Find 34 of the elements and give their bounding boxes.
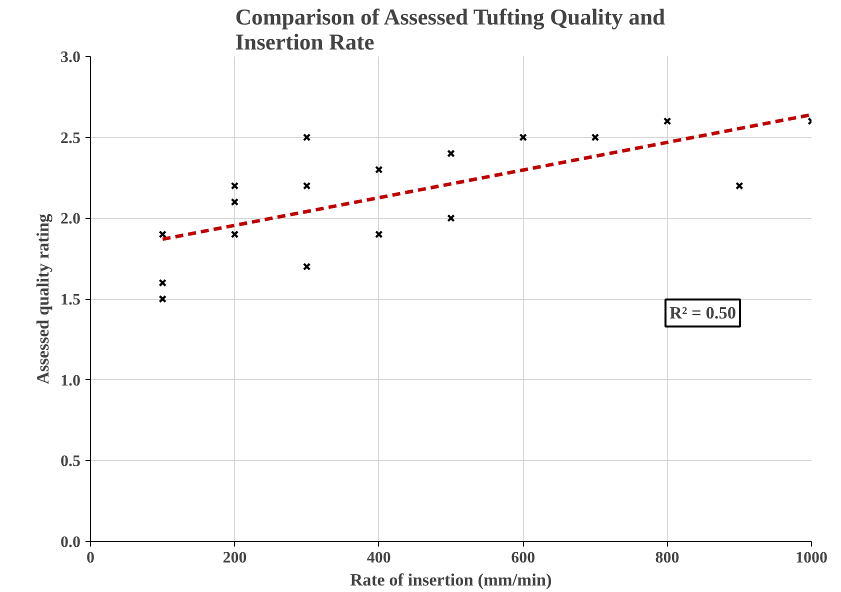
- point: [591, 133, 600, 142]
- y-tick-label: 3.0: [60, 49, 80, 66]
- point: [374, 166, 383, 174]
- point: [158, 295, 167, 303]
- y-axis-title: Assessed quality rating: [34, 213, 52, 384]
- y-tick-label: 1.0: [60, 372, 80, 390]
- x-tick-label: 400: [366, 550, 391, 566]
- point: [519, 133, 528, 142]
- x-tick-label: 1000: [796, 550, 828, 566]
- point: [230, 198, 239, 206]
- y-tick-label: 2.0: [60, 210, 80, 228]
- point: [302, 182, 311, 190]
- x-tick-label: 0: [86, 550, 94, 566]
- x-tick-label: 200: [222, 550, 247, 566]
- x-axis-title: Rate of insertion (mm/min): [350, 570, 552, 590]
- y-tick-label: 2.5: [60, 130, 80, 147]
- x-tick-label: 800: [655, 550, 680, 566]
- point: [374, 230, 383, 238]
- chart-title: Comparison of Assessed Tufting Quality and Insertion Rate: [235, 4, 666, 54]
- y-tick-label: 1.5: [60, 292, 80, 308]
- point: [302, 133, 311, 142]
- point: [447, 150, 455, 158]
- y-tick-label: 0.5: [60, 453, 80, 470]
- annotation: R² = 0.50: [670, 304, 736, 322]
- point: [447, 214, 455, 222]
- point: [302, 262, 311, 271]
- point: [735, 182, 744, 190]
- point: [158, 278, 167, 287]
- y-tick-label: 0.0: [60, 534, 80, 551]
- point: [158, 230, 167, 238]
- point: [230, 182, 239, 190]
- point: [663, 117, 672, 126]
- point: [230, 230, 239, 238]
- x-tick-label: 600: [511, 550, 536, 566]
